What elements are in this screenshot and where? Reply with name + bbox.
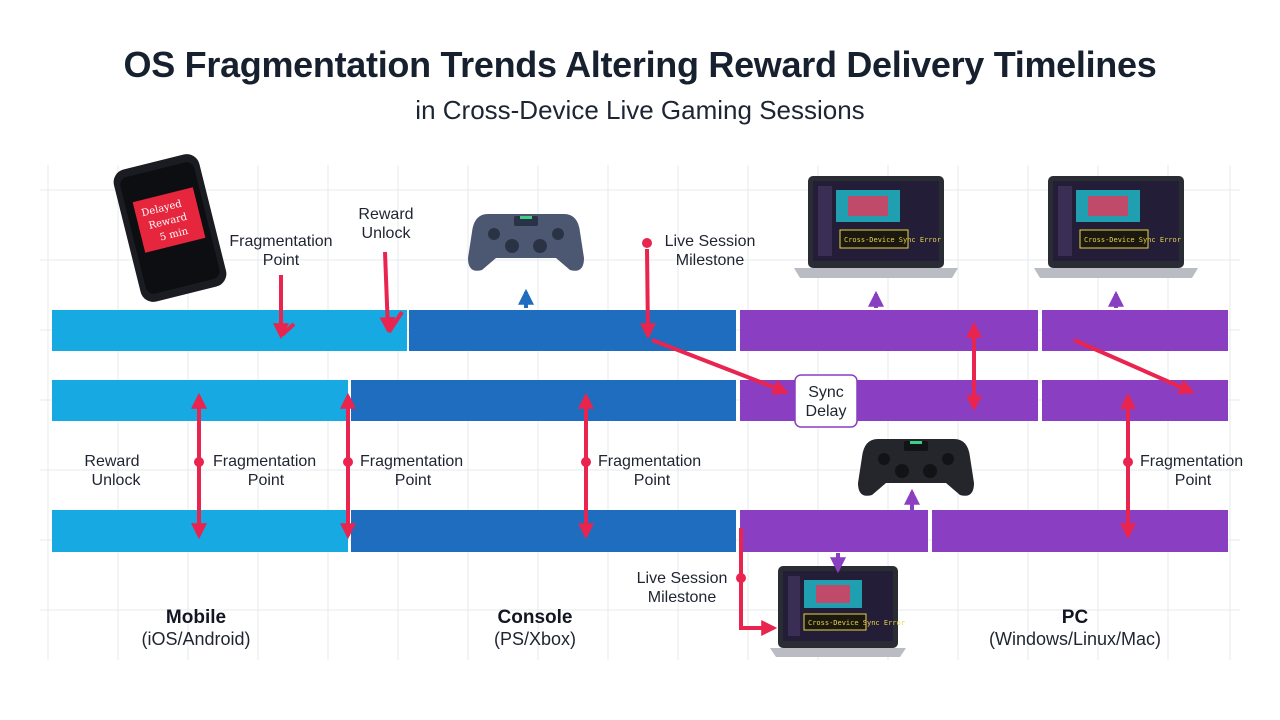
fragmentation-label-4b: Point xyxy=(1175,472,1212,489)
fragmentation-label-2a: Fragmentation xyxy=(360,453,463,470)
arrow-reward-top-tail xyxy=(387,310,404,334)
fragmentation-label-top-2: Point xyxy=(263,252,300,269)
arrow-sync-delay xyxy=(651,338,789,395)
arrow-live-session-top xyxy=(639,248,656,340)
fragmentation-label-3a: Fragmentation xyxy=(598,453,701,470)
gamepad-icon xyxy=(468,214,584,271)
laptop-screen-text-1: Cross-Device Sync Error xyxy=(844,236,941,244)
lane1-pc-bar-b xyxy=(1042,310,1228,351)
arrow-reward-top xyxy=(379,251,396,334)
platform-name-mobile: Mobile xyxy=(166,607,226,628)
lane3-pc-bar-b xyxy=(932,510,1228,552)
page-subtitle: in Cross-Device Live Gaming Sessions xyxy=(415,95,865,125)
reward-label-left-1: Reward xyxy=(84,453,139,470)
reward-label-top-1: Reward xyxy=(358,206,413,223)
reward-label-top-2: Unlock xyxy=(362,225,412,242)
live-session-label-bottom-2: Milestone xyxy=(648,589,717,606)
lane2-console-bar xyxy=(351,380,736,421)
sync-delay-box xyxy=(794,374,858,428)
platform-name-console: Console xyxy=(498,607,573,628)
lane1-pc-bar-a xyxy=(740,310,1038,351)
sync-delay-line-2: Delay xyxy=(806,403,847,420)
lane1-mobile-bar xyxy=(52,310,407,351)
arrow-fragmentation-top-tail xyxy=(280,322,296,337)
lane2-pc-bar-a xyxy=(740,380,1038,421)
page-title: OS Fragmentation Trends Altering Reward … xyxy=(123,44,1157,85)
arrow-live-session-bottom xyxy=(739,528,778,636)
laptop-screen-text-2: Cross-Device Sync Error xyxy=(1084,236,1181,244)
reward-label-left-2: Unlock xyxy=(92,472,142,489)
arrow-pc-right-diagonal xyxy=(1073,338,1195,395)
milestone-dots xyxy=(194,238,1133,583)
lane1-console-bar xyxy=(409,310,736,351)
fragmentation-label-top-1: Fragmentation xyxy=(229,233,332,250)
platform-sub-console: (PS/Xbox) xyxy=(494,629,576,649)
fragmentation-label-1b: Point xyxy=(248,472,285,489)
fragmentation-label-2b: Point xyxy=(395,472,432,489)
live-session-label-top-2: Milestone xyxy=(676,252,745,269)
laptop-icon: Cross-Device Sync Error xyxy=(794,176,958,278)
platform-sub-mobile: (iOS/Android) xyxy=(141,629,250,649)
laptop-icon: Cross-Device Sync Error xyxy=(1034,176,1198,278)
platform-sub-pc: (Windows/Linux/Mac) xyxy=(989,629,1161,649)
fragmentation-label-1a: Fragmentation xyxy=(213,453,316,470)
smartphone-icon: Delayed Reward 5 min xyxy=(113,154,227,302)
fragmentation-label-3b: Point xyxy=(634,472,671,489)
laptop-screen-text-3: Cross-Device Sync Error xyxy=(808,619,905,627)
lane3-console-bar xyxy=(351,510,736,552)
gamepad-icon xyxy=(858,439,974,496)
live-session-label-top-1: Live Session xyxy=(665,233,756,250)
lane2-pc-bar-b xyxy=(1042,380,1228,421)
lane3-pc-bar-a xyxy=(740,510,928,552)
fragmentation-label-4a: Fragmentation xyxy=(1140,453,1243,470)
sync-delay-line-1: Sync xyxy=(808,384,844,401)
live-session-label-bottom-1: Live Session xyxy=(637,570,728,587)
laptop-icon: Cross-Device Sync Error xyxy=(770,566,906,657)
platform-name-pc: PC xyxy=(1062,607,1089,628)
